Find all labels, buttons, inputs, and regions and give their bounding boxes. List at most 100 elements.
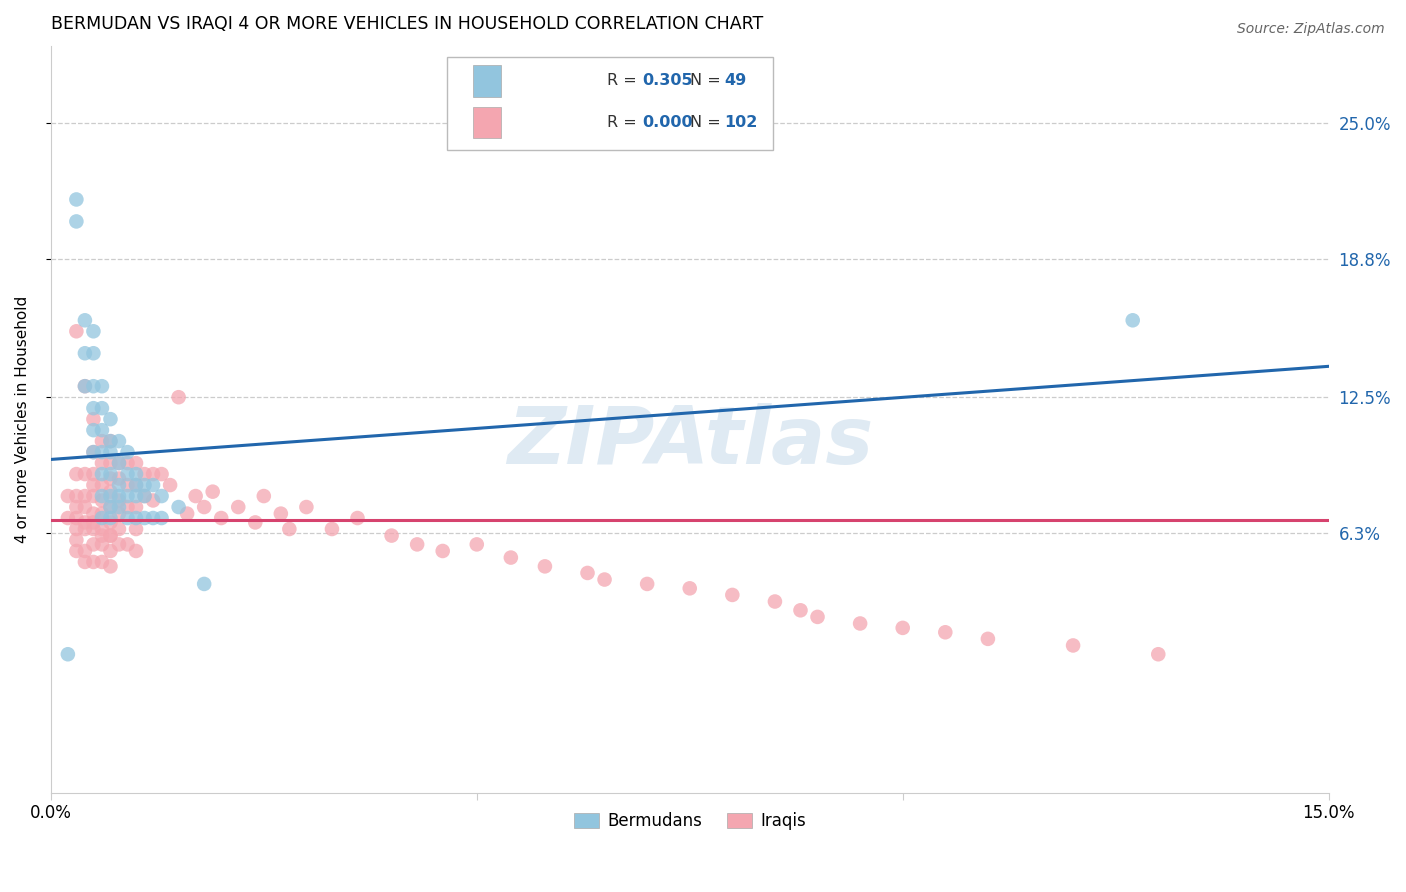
Point — [65, 544, 87, 558]
Point — [721, 588, 744, 602]
Point — [91, 467, 114, 481]
Point — [82, 445, 104, 459]
Point — [636, 577, 658, 591]
Point — [91, 489, 114, 503]
Point — [977, 632, 1000, 646]
Point — [82, 489, 104, 503]
Point — [82, 412, 104, 426]
Point — [91, 555, 114, 569]
Point — [125, 522, 148, 536]
Point — [73, 522, 96, 536]
Point — [108, 489, 131, 503]
Point — [100, 528, 122, 542]
FancyBboxPatch shape — [472, 65, 501, 96]
Point — [65, 500, 87, 514]
Point — [65, 522, 87, 536]
Point — [108, 537, 131, 551]
Point — [117, 489, 139, 503]
Point — [576, 566, 599, 580]
Point — [108, 507, 131, 521]
Point — [167, 390, 190, 404]
Point — [134, 467, 156, 481]
Point — [82, 445, 104, 459]
Point — [134, 489, 156, 503]
Point — [91, 379, 114, 393]
Point — [100, 456, 122, 470]
Point — [82, 467, 104, 481]
Point — [295, 500, 318, 514]
Point — [117, 500, 139, 514]
Point — [82, 555, 104, 569]
Point — [100, 467, 122, 481]
Point — [209, 511, 232, 525]
Point — [270, 507, 292, 521]
Point — [142, 511, 165, 525]
Point — [100, 516, 122, 530]
Point — [108, 478, 131, 492]
Point — [108, 456, 131, 470]
Point — [82, 507, 104, 521]
Text: N =: N = — [690, 73, 720, 88]
Point — [406, 537, 429, 551]
Point — [100, 500, 122, 514]
FancyBboxPatch shape — [472, 106, 501, 138]
Point — [117, 445, 139, 459]
Point — [65, 467, 87, 481]
Point — [245, 516, 267, 530]
Point — [91, 456, 114, 470]
Point — [73, 555, 96, 569]
Point — [142, 478, 165, 492]
Point — [125, 511, 148, 525]
Point — [593, 573, 616, 587]
Point — [167, 500, 190, 514]
Point — [100, 500, 122, 514]
Text: 0.305: 0.305 — [643, 73, 693, 88]
Point — [150, 511, 173, 525]
Point — [82, 522, 104, 536]
Point — [201, 484, 224, 499]
Point — [176, 507, 198, 521]
Point — [763, 594, 786, 608]
Point — [91, 537, 114, 551]
Point — [134, 511, 156, 525]
Point — [346, 511, 368, 525]
Point — [91, 423, 114, 437]
Point — [91, 434, 114, 449]
Point — [82, 478, 104, 492]
Point — [125, 489, 148, 503]
Point — [381, 528, 404, 542]
Point — [73, 379, 96, 393]
Point — [534, 559, 557, 574]
Point — [108, 471, 131, 485]
Point — [100, 434, 122, 449]
Point — [125, 544, 148, 558]
Point — [100, 484, 122, 499]
FancyBboxPatch shape — [447, 57, 773, 150]
Text: N =: N = — [690, 115, 720, 129]
Point — [82, 516, 104, 530]
Point — [849, 616, 872, 631]
Point — [117, 467, 139, 481]
Point — [100, 511, 122, 525]
Point — [91, 507, 114, 521]
Point — [91, 445, 114, 459]
Point — [56, 647, 79, 661]
Point — [65, 214, 87, 228]
Text: 102: 102 — [724, 115, 758, 129]
Point — [108, 493, 131, 508]
Point — [91, 401, 114, 416]
Point — [891, 621, 914, 635]
Text: Source: ZipAtlas.com: Source: ZipAtlas.com — [1237, 22, 1385, 37]
Point — [321, 522, 343, 536]
Point — [806, 610, 828, 624]
Text: BERMUDAN VS IRAQI 4 OR MORE VEHICLES IN HOUSEHOLD CORRELATION CHART: BERMUDAN VS IRAQI 4 OR MORE VEHICLES IN … — [51, 15, 763, 33]
Point — [82, 423, 104, 437]
Point — [159, 478, 181, 492]
Point — [65, 324, 87, 338]
Text: R =: R = — [606, 115, 637, 129]
Point — [73, 544, 96, 558]
Point — [91, 478, 114, 492]
Point — [73, 516, 96, 530]
Point — [117, 478, 139, 492]
Point — [125, 500, 148, 514]
